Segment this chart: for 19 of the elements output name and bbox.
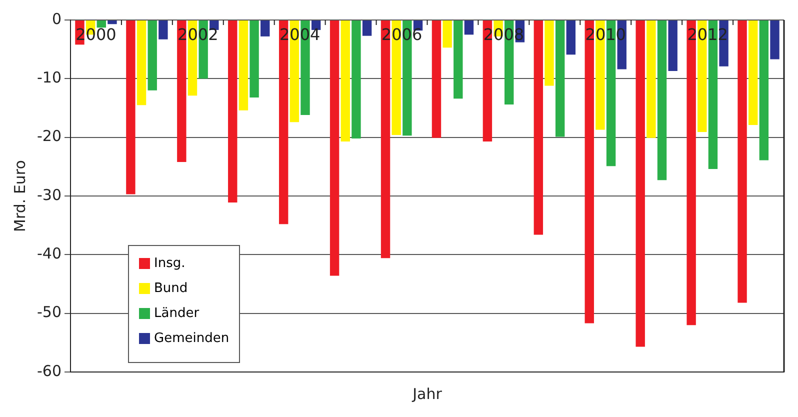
x-tick-label: 2002 xyxy=(178,25,218,44)
x-axis-title: Jahr xyxy=(412,384,443,403)
x-tick-label: 2008 xyxy=(483,25,524,44)
y-axis-title: Mrd. Euro xyxy=(10,160,29,232)
legend-label: Bund xyxy=(154,281,188,296)
y-tick-label: -10 xyxy=(37,68,62,87)
y-tick-label: -40 xyxy=(37,244,62,263)
x-tick-label: 2004 xyxy=(279,25,320,44)
x-tick-label: 2006 xyxy=(381,25,422,44)
x-tick-label: 2010 xyxy=(585,25,626,44)
legend-label: Gemeinden xyxy=(154,331,230,346)
y-tick-label: -20 xyxy=(37,127,62,146)
y-tick-label: -50 xyxy=(37,303,62,322)
y-tick-label: -30 xyxy=(37,186,62,204)
legend-label: Länder xyxy=(154,306,200,321)
legend-label: Insg. xyxy=(154,256,186,271)
x-tick-label: 2012 xyxy=(687,25,728,44)
y-tick-label: 0 xyxy=(52,10,62,28)
y-tick-label: -60 xyxy=(37,362,62,380)
